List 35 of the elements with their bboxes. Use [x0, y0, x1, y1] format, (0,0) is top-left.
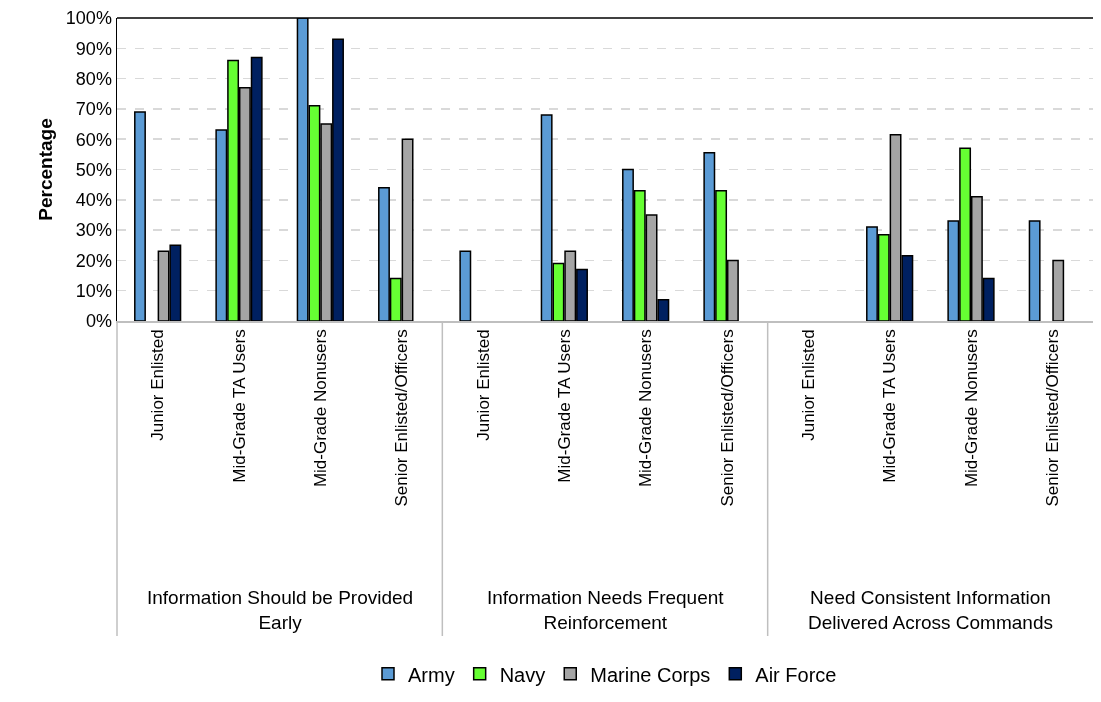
x-tick-label: Senior Enlisted/Officers	[1042, 329, 1062, 507]
text: Need Consistent Information Delivered Across Commands	[808, 587, 1053, 633]
y-tick-label: 10%	[75, 281, 112, 301]
bar	[134, 111, 146, 321]
y-tick-label: 30%	[75, 220, 112, 241]
x-tick-label: Junior Enlisted	[148, 329, 168, 441]
y-tick-label: 90%	[75, 38, 112, 59]
x-tick-label: Senior Enlisted/Officers	[392, 329, 412, 507]
x-tick-label: Mid-Grade TA Users	[554, 329, 574, 483]
x-tick-label: Junior Enlisted	[798, 329, 818, 441]
legend-label: Army	[408, 663, 455, 686]
legend-label: Navy	[499, 663, 546, 686]
y-tick-label: 60%	[75, 129, 112, 150]
y-tick-label: 80%	[75, 68, 112, 89]
bar	[1028, 220, 1041, 321]
bar	[1052, 259, 1065, 321]
y-tick-label: 20%	[75, 250, 112, 271]
legend-label: Air Force	[755, 663, 837, 686]
text: Information Needs Frequent Reinforcement	[487, 587, 725, 633]
y-tick-label: 50%	[75, 159, 112, 180]
legend-label: Marine Corps	[590, 663, 711, 686]
x-tick-label: Mid-Grade Nonusers	[636, 329, 656, 488]
x-tick-label: Mid-Grade TA Users	[229, 329, 249, 483]
x-tick-label: Junior Enlisted	[473, 329, 493, 441]
y-tick-label: 40%	[75, 190, 112, 211]
y-tick-label: 70%	[75, 99, 112, 120]
x-tick-label: Mid-Grade Nonusers	[310, 329, 330, 488]
text: Information Should be Provided Early	[147, 587, 414, 633]
y-axis-title: Percentage	[34, 118, 56, 221]
x-tick-label: Mid-Grade TA Users	[880, 329, 900, 483]
x-tick-label: Senior Enlisted/Officers	[717, 329, 737, 507]
y-tick-label: 0%	[85, 311, 112, 332]
y-tick-label: 100%	[65, 8, 112, 29]
x-tick-label: Mid-Grade Nonusers	[961, 329, 981, 488]
bar	[459, 250, 472, 321]
